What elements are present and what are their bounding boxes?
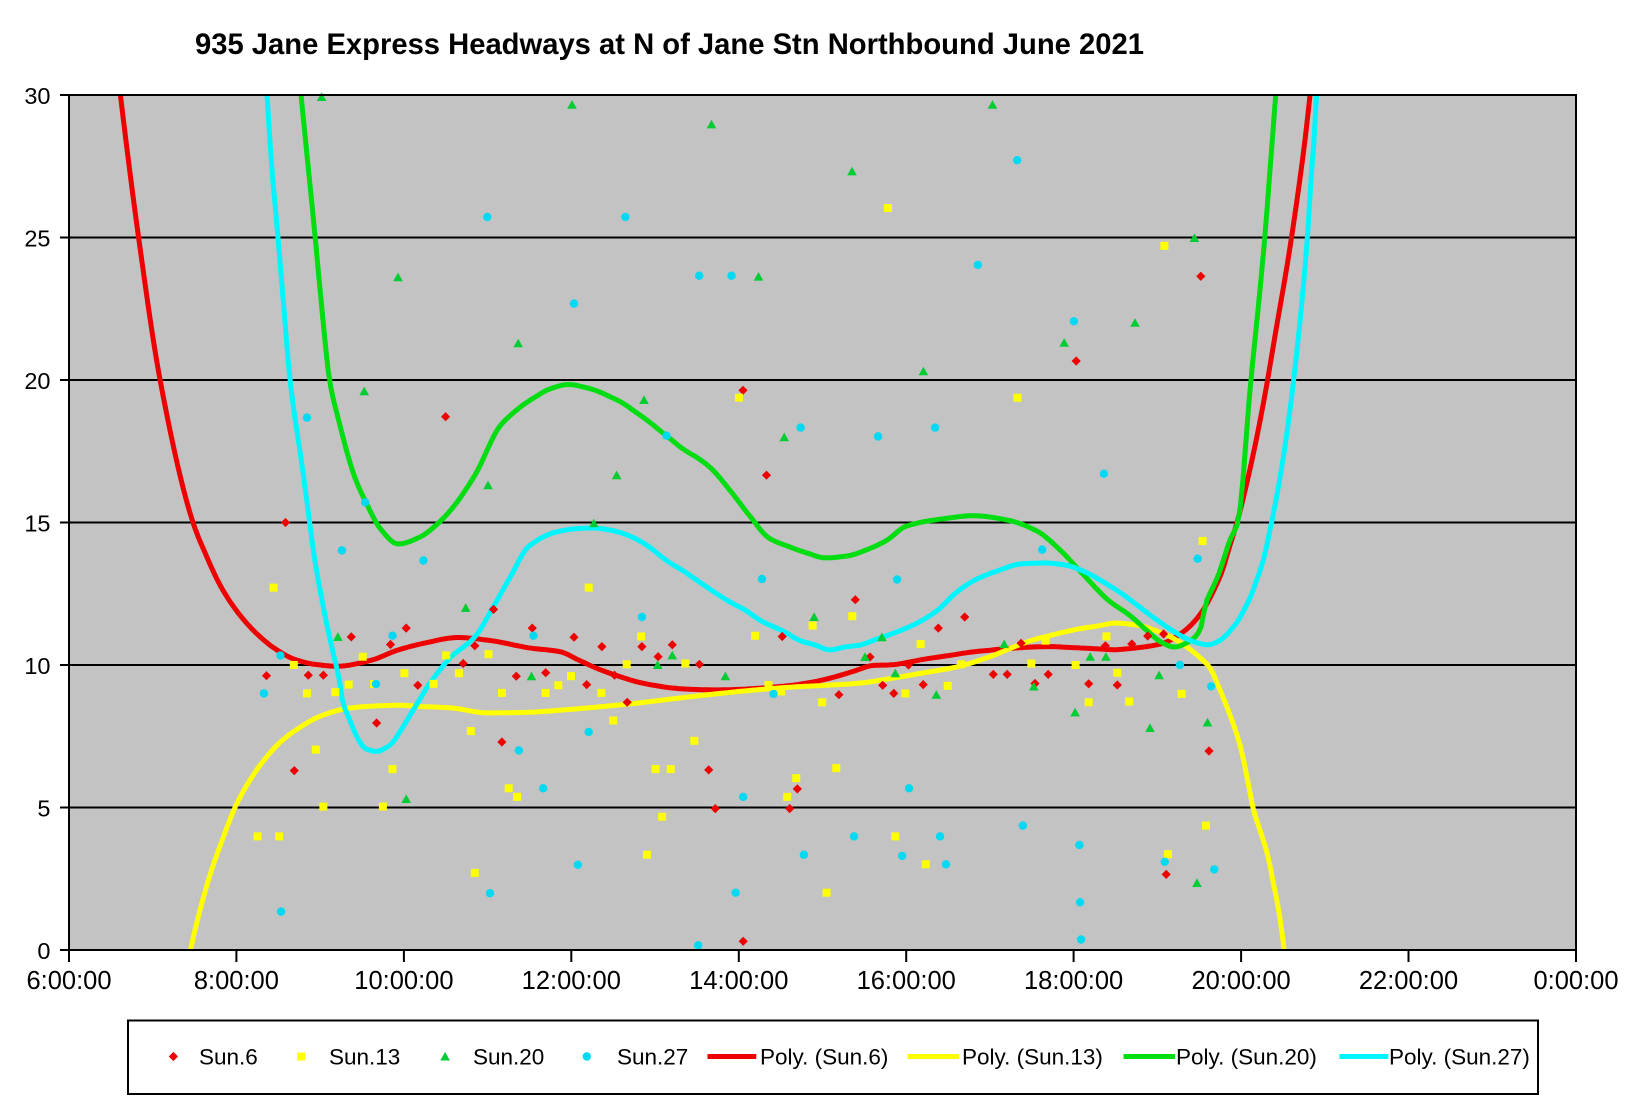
svg-text:935 Jane Express Headways at N: 935 Jane Express Headways at N of Jane S… [195,29,1144,61]
svg-text:30: 30 [24,83,50,109]
svg-text:16:00:00: 16:00:00 [857,967,956,995]
svg-text:22:00:00: 22:00:00 [1359,967,1458,995]
svg-text:25: 25 [24,226,50,252]
svg-text:20:00:00: 20:00:00 [1191,967,1290,995]
svg-text:10: 10 [24,653,50,679]
svg-text:14:00:00: 14:00:00 [689,967,788,995]
svg-text:Sun.20: Sun.20 [473,1045,544,1070]
svg-text:10:00:00: 10:00:00 [354,967,453,995]
svg-text:Sun.6: Sun.6 [199,1045,258,1070]
svg-text:Sun.13: Sun.13 [329,1045,400,1070]
svg-text:18:00:00: 18:00:00 [1024,967,1123,995]
svg-text:6:00:00: 6:00:00 [26,967,111,995]
svg-text:Poly. (Sun.13): Poly. (Sun.13) [962,1045,1103,1070]
svg-text:20: 20 [24,368,50,394]
svg-text:Sun.27: Sun.27 [617,1045,688,1070]
svg-text:12:00:00: 12:00:00 [522,967,621,995]
svg-text:8:00:00: 8:00:00 [194,967,279,995]
svg-text:0:00:00: 0:00:00 [1533,967,1618,995]
svg-text:Poly. (Sun.20): Poly. (Sun.20) [1176,1045,1317,1070]
svg-text:Poly. (Sun.27): Poly. (Sun.27) [1389,1045,1530,1070]
svg-text:Poly. (Sun.6): Poly. (Sun.6) [760,1045,888,1070]
svg-text:0: 0 [37,938,50,964]
svg-text:15: 15 [24,511,50,537]
svg-text:5: 5 [37,796,50,822]
